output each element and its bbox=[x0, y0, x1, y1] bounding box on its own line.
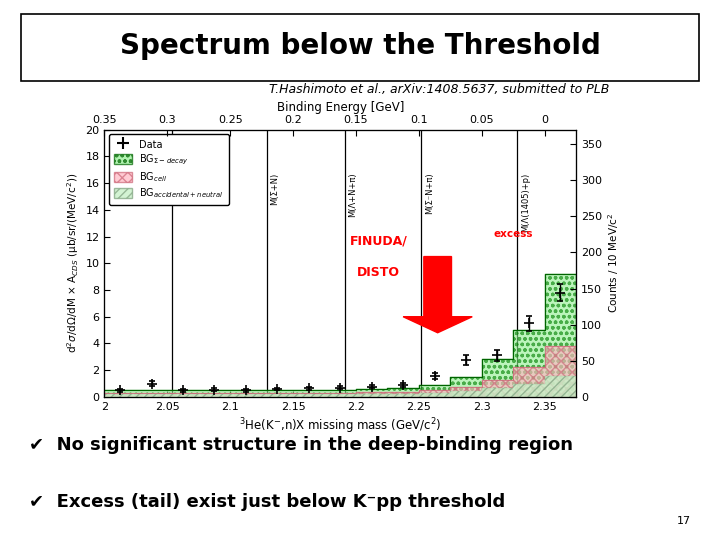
Text: M(Σ+N): M(Σ+N) bbox=[271, 172, 279, 205]
Y-axis label: d$^{2}\sigma$/d$\Omega$/dM × A$_{CDS}$ (μb/sr/(MeV/c$^{2}$)): d$^{2}\sigma$/d$\Omega$/dM × A$_{CDS}$ (… bbox=[66, 173, 81, 353]
X-axis label: Binding Energy [GeV]: Binding Energy [GeV] bbox=[276, 100, 404, 113]
Text: M(Λ+N+π): M(Λ+N+π) bbox=[348, 172, 357, 217]
Text: DISTO: DISTO bbox=[357, 266, 400, 279]
Text: ✔  No significant structure in the deep-binding region: ✔ No significant structure in the deep-b… bbox=[29, 436, 573, 455]
Text: FINUDA/: FINUDA/ bbox=[350, 234, 408, 247]
Text: excess: excess bbox=[493, 229, 533, 239]
Text: T.Hashimoto et al., arXiv:1408.5637, submitted to PLB: T.Hashimoto et al., arXiv:1408.5637, sub… bbox=[269, 83, 609, 97]
FancyArrow shape bbox=[403, 256, 472, 333]
Text: M(Λ+p): M(Λ+p) bbox=[176, 172, 185, 204]
Y-axis label: Counts / 10 MeV/c$^{2}$: Counts / 10 MeV/c$^{2}$ bbox=[606, 213, 621, 313]
Text: Spectrum below the Threshold: Spectrum below the Threshold bbox=[120, 32, 600, 60]
Text: 17: 17 bbox=[677, 516, 691, 526]
Text: ✔  Excess (tail) exist just below K⁻pp threshold: ✔ Excess (tail) exist just below K⁻pp th… bbox=[29, 493, 505, 511]
Text: M(Λ(1405)+p): M(Λ(1405)+p) bbox=[521, 172, 530, 232]
FancyBboxPatch shape bbox=[22, 14, 698, 81]
X-axis label: $^{3}$He(K$^{-}$,n)X missing mass (GeV/c$^{2}$): $^{3}$He(K$^{-}$,n)X missing mass (GeV/c… bbox=[239, 416, 441, 436]
Legend: Data, BG$_{\Sigma-decay}$, BG$_{cell}$, BG$_{accidental+neutral}$: Data, BG$_{\Sigma-decay}$, BG$_{cell}$, … bbox=[109, 134, 228, 205]
Text: M(Σ⁻N+π): M(Σ⁻N+π) bbox=[425, 172, 434, 214]
